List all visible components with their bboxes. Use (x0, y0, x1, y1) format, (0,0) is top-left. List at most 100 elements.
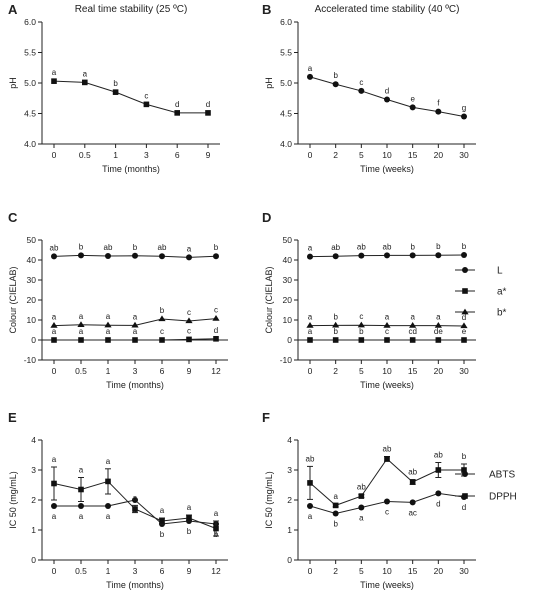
significance-label: a (79, 466, 84, 475)
x-tick-label: 15 (408, 366, 418, 376)
data-point (159, 337, 165, 343)
data-point (358, 337, 365, 343)
x-tick-label: 1 (106, 566, 111, 576)
data-point (132, 252, 138, 259)
data-point (383, 322, 391, 328)
series-a-star: a b b c cd de e (307, 327, 467, 343)
data-point (51, 337, 57, 343)
x-tick-label: 3 (133, 366, 138, 376)
significance-label: b (333, 327, 338, 336)
y-tick-label: 6.0 (280, 17, 292, 27)
data-point (51, 480, 57, 487)
data-point (112, 89, 119, 95)
data-point (409, 337, 416, 343)
data-point (159, 518, 165, 524)
significance-label: b (436, 242, 441, 251)
data-point (131, 321, 139, 328)
significance-label: a (79, 312, 84, 321)
x-tick-label: 2 (333, 566, 338, 576)
significance-label: b (359, 327, 364, 336)
data-point (384, 456, 390, 462)
x-tick-label: 12 (211, 566, 221, 576)
x-tick-label: 0 (52, 150, 57, 160)
y-tick-label: 4.5 (24, 109, 36, 119)
x-axis-label: Time (months) (102, 164, 160, 174)
significance-label: b (113, 79, 118, 88)
significance-label: a (187, 503, 192, 512)
x-tick-label: 6 (160, 566, 165, 576)
significance-label: b (214, 243, 219, 252)
y-axis-label: IC 50 (mg/mL) (8, 471, 18, 529)
x-tick-label: 5 (359, 366, 364, 376)
significance-label: a (79, 512, 84, 521)
y-tick-label: 6.0 (24, 17, 36, 27)
series-abts: aaaabbb (51, 497, 219, 539)
series-l: ab b ab b ab a b (50, 242, 219, 261)
y-tick-label: 0 (287, 335, 292, 345)
series-ph: a a b c d d (51, 68, 211, 116)
y-tick-label: 4 (31, 435, 36, 445)
significance-label: a (52, 327, 57, 336)
y-tick-label: 0 (31, 555, 36, 565)
x-tick-label: 0 (308, 566, 313, 576)
data-point (132, 506, 138, 512)
significance-label: b (160, 530, 165, 539)
data-point (78, 486, 84, 493)
data-point (159, 253, 165, 260)
data-point (409, 499, 416, 506)
chart-panel-c: C -10 0 10 20 30 40 50 0 0.5 1 3 6 9 12 Time (months) Co… (8, 210, 228, 390)
significance-label: d (462, 503, 466, 512)
significance-label: b (462, 452, 467, 461)
significance-label: b (79, 242, 84, 251)
data-point (213, 336, 219, 342)
data-point (332, 337, 339, 343)
data-point (332, 502, 339, 509)
significance-label: ab (331, 243, 340, 252)
y-tick-label: 5.0 (24, 78, 36, 88)
series-b-star: a a a ab c c (50, 306, 220, 328)
data-point (306, 322, 314, 328)
x-tick-label: 0 (308, 366, 313, 376)
data-point (307, 480, 313, 486)
significance-label: b (333, 71, 338, 80)
y-axis-label: Colour (CIELAB) (8, 266, 18, 333)
y-tick-label: 4.5 (280, 109, 292, 119)
significance-label: c (359, 78, 363, 87)
x-axis-label: Time (months) (106, 380, 164, 390)
data-point (185, 317, 193, 324)
data-point (78, 252, 84, 259)
x-tick-label: 15 (408, 566, 418, 576)
x-tick-label: 20 (434, 566, 444, 576)
series-ph: a b c d e f g (307, 64, 467, 120)
data-point (409, 252, 416, 259)
y-axis-label: pH (8, 77, 18, 89)
significance-label: a (160, 506, 165, 515)
x-tick-label: 6 (175, 150, 180, 160)
significance-label: d (214, 326, 218, 335)
series-dpph: a a a a a a a (51, 455, 219, 537)
data-point (104, 321, 112, 328)
significance-label: a (83, 69, 88, 78)
x-tick-label: 30 (459, 566, 469, 576)
data-point (435, 490, 442, 497)
legend-item-abts: ABTS (455, 470, 515, 481)
panel-letter: E (8, 410, 17, 425)
panel-letter: B (262, 2, 271, 17)
chart-title: Real time stability (25 ºC) (75, 4, 188, 15)
data-point (132, 497, 138, 503)
data-point (384, 498, 390, 505)
significance-label: b (333, 312, 338, 321)
data-point (212, 315, 220, 321)
data-point (105, 503, 111, 509)
significance-label: d (175, 100, 179, 109)
legend-label-l: L (497, 266, 503, 277)
y-tick-label: 10 (283, 315, 293, 325)
data-point (332, 321, 340, 328)
y-tick-label: 1 (31, 525, 36, 535)
y-tick-label: 4 (287, 435, 292, 445)
y-tick-label: 2 (287, 495, 292, 505)
data-point (78, 337, 84, 343)
significance-label: ab (408, 468, 417, 477)
panel-letter: A (8, 2, 18, 17)
